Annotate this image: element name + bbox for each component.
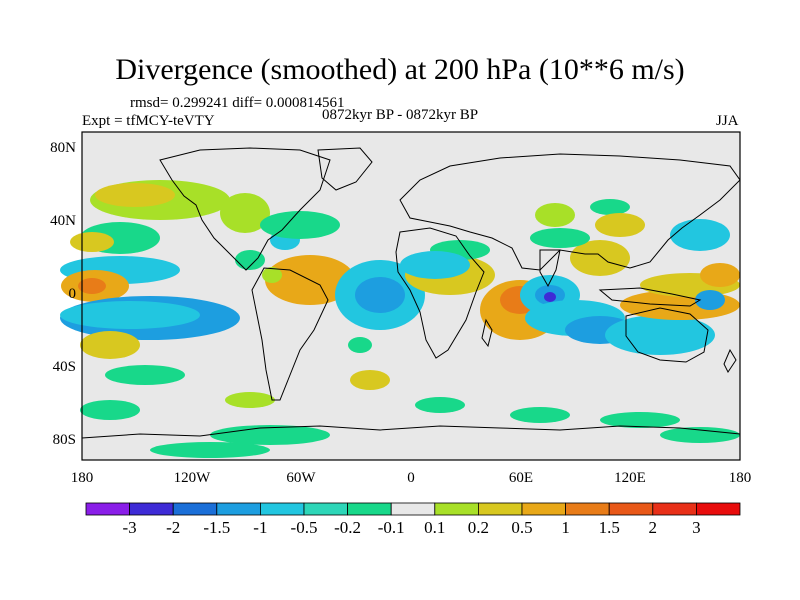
divergence-patch-neg1 [660,427,740,443]
divergence-patch-pos1 [262,267,282,283]
chart-title: Divergence (smoothed) at 200 hPa (10**6 … [115,53,685,86]
colorbar-label: -0.5 [290,518,318,537]
divergence-patch-neg1 [210,425,330,445]
colorbar-label: 2 [648,518,658,537]
divergence-patch-pos1 [220,193,270,233]
lon-tick-60w: 60W [286,470,316,486]
divergence-patch-neg1 [348,337,372,353]
lat-tick-80n: 80N [50,140,76,156]
colorbar-box-9 [477,502,523,516]
lon-tick-180w: 180 [70,470,94,486]
divergence-patch-pos2 [595,213,645,237]
colorbar-box-1 [129,502,174,516]
lon-tick-120e: 120E [614,470,646,486]
colorbar-label: 3 [692,518,701,537]
colorbar-box-10 [521,502,566,516]
divergence-patch-neg1 [105,365,185,385]
divergence-patch-pos2 [80,331,140,359]
divergence-patch-neg1 [235,250,265,270]
colorbar-label: 0.1 [424,518,446,537]
experiment-label: Expt = tfMCY-teVTY [82,113,215,129]
divergence-patch-pos2 [570,240,630,276]
lat-tick-0: 0 [68,286,77,302]
colorbar-label: -2 [166,518,181,537]
coastlines [81,147,741,439]
divergence-patch-neg4 [544,292,556,302]
divergence-patch-pos2 [350,370,390,390]
divergence-patch-neg1 [600,412,680,428]
stats-label: rmsd= 0.299241 diff= 0.000814561 [130,95,345,111]
colorbar-label: -0.2 [334,518,362,537]
divergence-patch-neg1 [530,228,590,248]
colorbar-label: -3 [122,518,137,537]
colorbar-label: -0.1 [377,518,405,537]
colorbar-box-2 [172,502,218,516]
divergence-patch-neg2 [60,301,200,329]
colorbar [85,502,741,516]
colorbar-label: 1.5 [598,518,620,537]
colorbar-box-8 [434,502,479,516]
divergence-patch-neg1 [510,407,570,423]
colorbar-box-12 [608,502,654,516]
divergence-patch-pos4 [78,278,106,294]
divergence-patch-neg1 [415,397,465,413]
divergence-patch-pos1 [225,392,275,408]
colorbar-box-0 [85,502,130,516]
season-label: JJA [716,113,739,129]
lon-tick-0: 0 [407,470,415,486]
colorbar-box-13 [652,502,697,516]
divergence-patch-neg3 [695,290,725,310]
colorbar-label: 0.2 [467,518,490,537]
divergence-patch-pos3 [700,263,740,287]
colorbar-label: 0.5 [511,518,533,537]
colorbar-box-4 [259,502,305,516]
map-panel [60,131,741,461]
colorbar-label: -1 [253,518,268,537]
divergence-patch-pos1 [535,203,575,227]
colorbar-box-5 [303,502,348,516]
divergence-patch-pos2 [95,183,175,207]
lat-tick-40s: 40S [52,359,76,375]
divergence-patch-neg3 [355,277,405,313]
divergence-patch-neg2 [670,219,730,251]
lat-tick-40n: 40N [50,213,76,229]
lon-tick-60e: 60E [508,470,534,486]
divergence-patch-neg1 [150,442,270,458]
colorbar-box-11 [565,502,610,516]
divergence-patch-neg2 [400,251,470,279]
colorbar-box-14 [696,502,741,516]
colorbar-box-7 [390,502,436,516]
period-label: 0872kyr BP - 0872kyr BP [322,107,479,123]
divergence-patch-pos2 [70,232,114,252]
map-frame [81,131,741,461]
divergence-patch-neg1 [80,400,140,420]
colorbar-boxes [85,502,741,516]
colorbar-box-6 [347,502,392,516]
divergence-patch-neg1 [260,211,340,239]
lat-tick-80s: 80S [52,432,76,448]
lon-tick-180e: 180 [728,470,752,486]
lon-tick-120w: 120W [173,470,211,486]
divergence-patch-neg1 [590,199,630,215]
colorbar-label: -1.5 [203,518,231,537]
colorbar-box-3 [216,502,261,516]
colorbar-label: 1 [561,518,570,537]
